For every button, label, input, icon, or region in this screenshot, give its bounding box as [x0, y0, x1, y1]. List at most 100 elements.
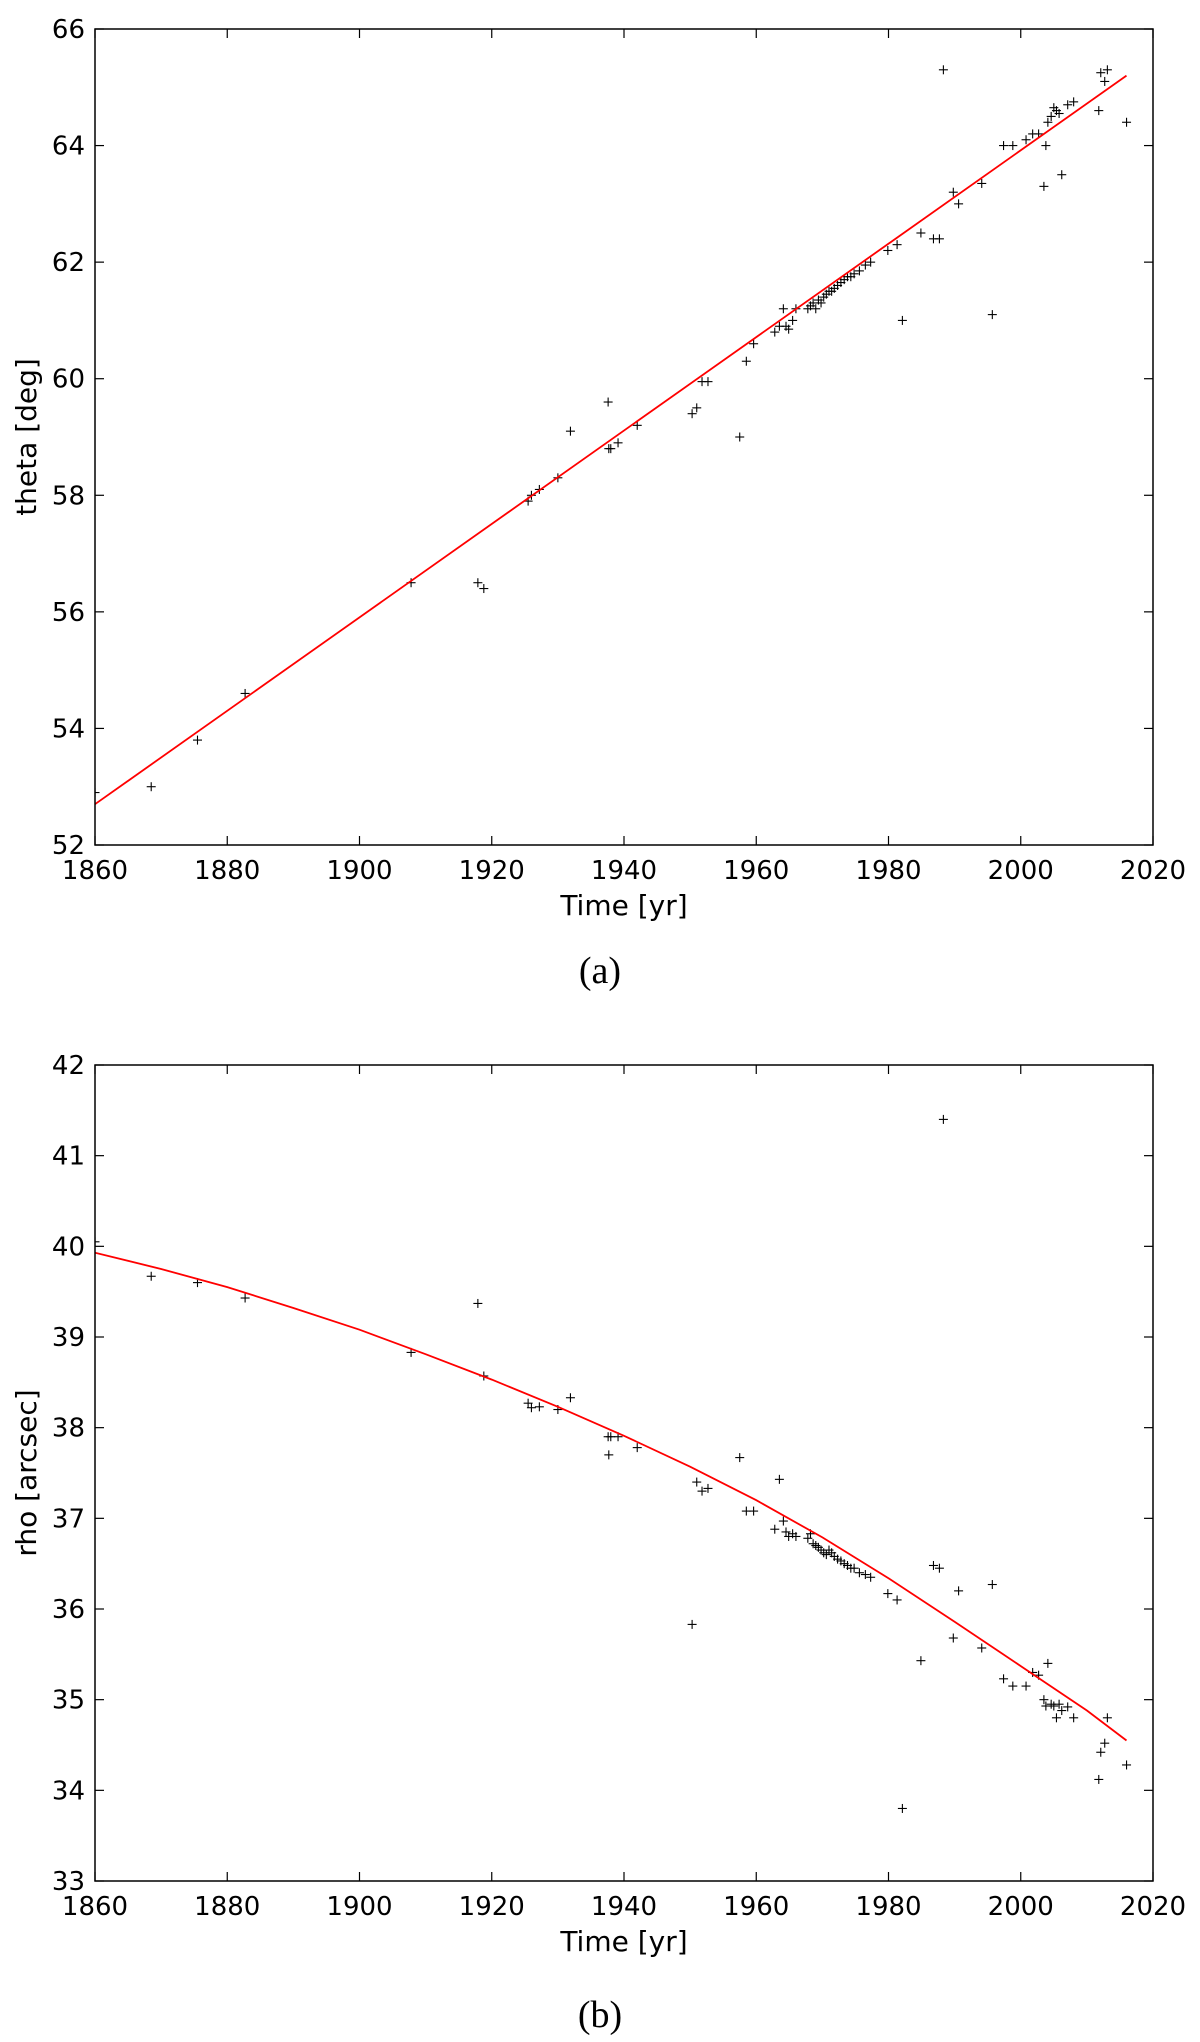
data-point [883, 1589, 893, 1599]
data-point [1041, 141, 1051, 151]
panel-b-x-axis-label: Time [yr] [559, 1925, 687, 1958]
data-point [523, 1398, 533, 1408]
x-tick-label: 2000 [988, 856, 1054, 886]
data-point [692, 403, 702, 413]
data-point [977, 1643, 987, 1653]
y-tick-label: 64 [52, 132, 85, 162]
y-tick-label: 39 [52, 1323, 85, 1353]
y-tick-label: 60 [52, 365, 85, 395]
data-point [774, 1474, 784, 1484]
data-point [606, 444, 616, 454]
x-tick-label: 1960 [723, 1892, 789, 1922]
data-point [849, 269, 859, 279]
data-point [811, 304, 821, 314]
panel-a-plot-frame [94, 28, 1154, 846]
y-tick-label: 36 [52, 1595, 85, 1625]
data-point [934, 234, 944, 244]
data-point [860, 1570, 870, 1580]
data-point [778, 1516, 788, 1526]
x-tick-label: 1860 [62, 1892, 128, 1922]
x-tick-label: 1980 [855, 1892, 921, 1922]
data-point [192, 735, 202, 745]
panel-b-marks [95, 1114, 1132, 1813]
data-point [791, 1531, 801, 1541]
data-point [948, 1633, 958, 1643]
x-tick-label: 1960 [723, 856, 789, 886]
data-point [1008, 1681, 1018, 1691]
panel-a-x-axis-label: Time [yr] [559, 889, 687, 922]
data-point [987, 310, 997, 320]
data-point [146, 1271, 156, 1281]
data-point [1008, 141, 1018, 151]
data-point [1102, 65, 1112, 75]
data-point [1063, 100, 1073, 110]
x-tick-label: 2020 [1120, 856, 1186, 886]
data-point [741, 356, 751, 366]
data-point [999, 141, 1009, 151]
y-tick-label: 66 [52, 15, 85, 45]
data-point [95, 788, 100, 798]
data-point [934, 1563, 944, 1573]
data-point [603, 397, 613, 407]
y-tick-label: 41 [52, 1142, 85, 1172]
data-point [1102, 1713, 1112, 1723]
data-point [999, 1674, 1009, 1684]
data-point [697, 1486, 707, 1496]
y-tick-label: 34 [52, 1776, 85, 1806]
data-point [883, 245, 893, 255]
data-point [1069, 1713, 1079, 1723]
y-tick-label: 33 [52, 1867, 85, 1897]
data-point [1054, 109, 1064, 119]
data-point [1051, 1713, 1061, 1723]
fit-line [95, 74, 1128, 805]
data-point [95, 1237, 100, 1247]
data-point [1122, 1760, 1132, 1770]
data-point [749, 339, 759, 349]
data-point [1046, 111, 1056, 121]
data-point [473, 578, 483, 588]
data-point [916, 228, 926, 238]
x-tick-label: 2020 [1120, 1892, 1186, 1922]
data-point [866, 257, 876, 267]
data-point [1057, 170, 1067, 180]
y-tick-label: 35 [52, 1686, 85, 1716]
data-point [1054, 1699, 1064, 1709]
data-point [1096, 68, 1106, 78]
data-point [1057, 1706, 1067, 1716]
data-point [146, 782, 156, 792]
y-tick-label: 58 [52, 481, 85, 511]
data-point [928, 1560, 938, 1570]
y-tick-label: 38 [52, 1414, 85, 1444]
y-tick-label: 37 [52, 1504, 85, 1534]
data-point [692, 1477, 702, 1487]
data-point [1100, 1738, 1110, 1748]
data-point [735, 1453, 745, 1463]
fit-line [95, 1251, 1128, 1742]
x-tick-label: 1920 [459, 856, 525, 886]
data-point [803, 1533, 813, 1543]
data-point [534, 1402, 544, 1412]
data-point [1043, 1658, 1053, 1668]
data-point [613, 438, 623, 448]
x-tick-label: 1880 [194, 856, 260, 886]
panel-a-caption: (a) [579, 950, 621, 992]
data-point [854, 1568, 864, 1578]
data-point [703, 1483, 713, 1493]
y-tick-label: 40 [52, 1232, 85, 1262]
y-tick-label: 42 [52, 1051, 85, 1081]
data-point [735, 432, 745, 442]
data-point [1094, 106, 1104, 116]
data-point [1043, 117, 1053, 127]
data-point [916, 1656, 926, 1666]
data-point [954, 199, 964, 209]
data-point [938, 65, 948, 75]
data-point [1094, 1774, 1104, 1784]
data-point [687, 409, 697, 419]
y-tick-label: 56 [52, 598, 85, 628]
data-point [1096, 1747, 1106, 1757]
data-point [897, 315, 907, 325]
x-tick-label: 1900 [326, 1892, 392, 1922]
x-tick-label: 1980 [855, 856, 921, 886]
data-point [1049, 1701, 1059, 1711]
